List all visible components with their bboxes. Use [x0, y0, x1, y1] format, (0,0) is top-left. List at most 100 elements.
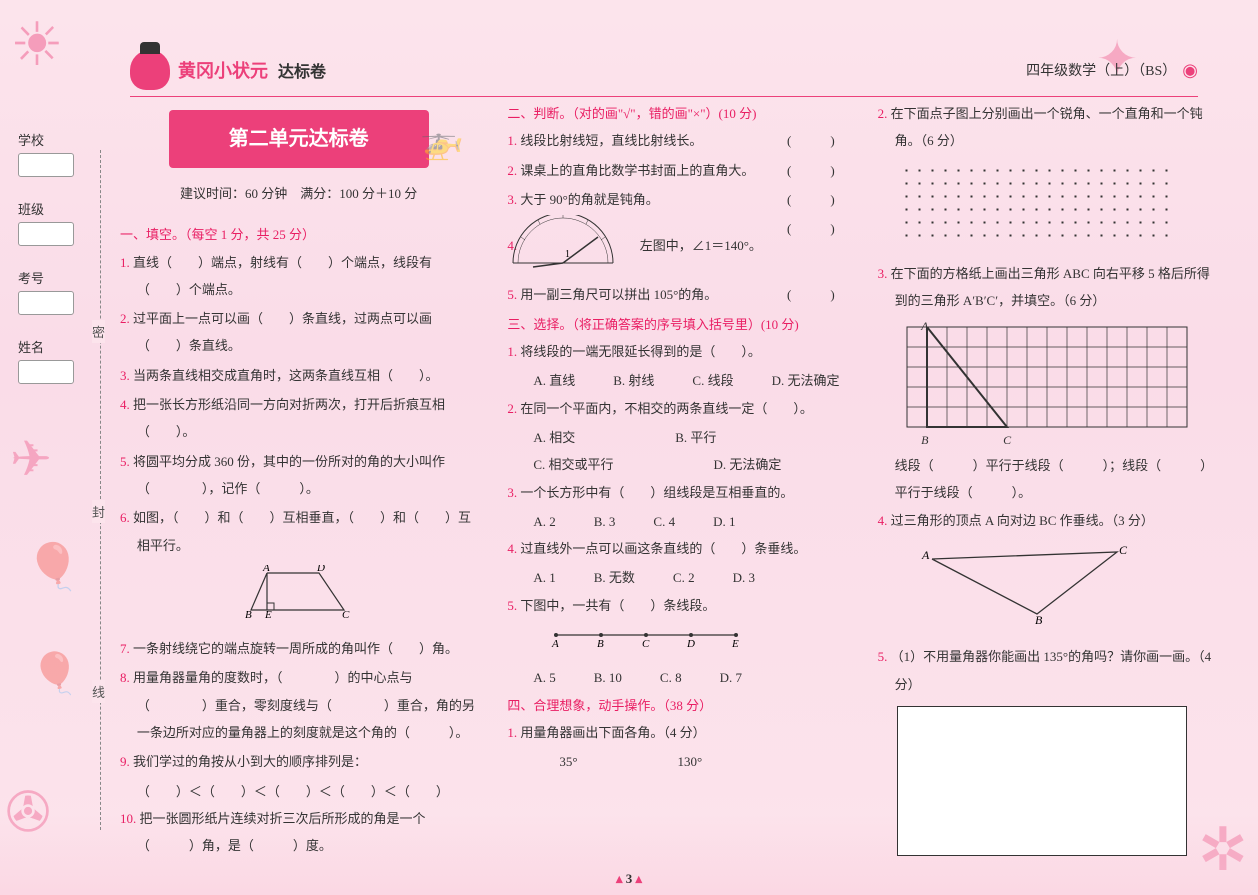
- q-text: 把一张圆形纸片连续对折三次后所形成的角是一个（ ）角，是（ ）度。: [137, 811, 426, 853]
- q-text: 大于 90°的角就是钝角。: [520, 192, 658, 207]
- opt: A. 直线: [533, 367, 575, 394]
- q2-1: 1. 线段比射线短，直线比射线长。( ): [507, 127, 847, 154]
- q4-4: 4. 过三角形的顶点 A 向对边 BC 作垂线。（3 分）: [878, 507, 1218, 534]
- q3-1-opts: A. 直线 B. 射线 C. 线段 D. 无法确定: [507, 367, 847, 394]
- svg-text:E: E: [264, 609, 272, 620]
- q-text: 左图中，∠1＝140°。: [640, 238, 762, 253]
- school-input[interactable]: [18, 153, 74, 177]
- school-label: 学校: [18, 130, 93, 149]
- q3-4: 4. 过直线外一点可以画这条直线的（ ）条垂线。: [507, 535, 847, 562]
- helicopter-icon: 🚁: [420, 105, 464, 179]
- q-text: 用量角器量角的度数时，（ ）的中心点与（ ）重合，零刻度线与（ ）重合，角的另一…: [133, 670, 475, 740]
- opt: B. 10: [594, 664, 622, 691]
- q-text: 用一副三角尺可以拼出 105°的角。: [520, 287, 717, 302]
- svg-text:B: B: [597, 638, 604, 649]
- column-2: 二、判断。（对的画"√"，错的画"×"）(10 分) 1. 线段比射线短，直线比…: [507, 100, 847, 875]
- unit-title: 第二单元达标卷 🚁: [169, 110, 429, 168]
- svg-text:B: B: [245, 609, 252, 620]
- opt: D. 7: [720, 664, 742, 691]
- q-text: 下图中，一共有（ ）条线段。: [520, 598, 715, 613]
- q-text: 一个长方形中有（ ）组线段是互相垂直的。: [520, 485, 793, 500]
- mascot-icon: [130, 50, 170, 90]
- page-num-text: 3: [626, 871, 633, 886]
- opt: D. 3: [733, 564, 755, 591]
- svg-text:C: C: [642, 638, 650, 649]
- opt: B. 3: [594, 508, 616, 535]
- page-number: ▴ 3 ▴: [616, 871, 642, 887]
- q1-10: 10. 把一张圆形纸片连续对折三次后所形成的角是一个（ ）角，是（ ）度。: [120, 805, 477, 860]
- q4-2: 2. 在下面点子图上分别画出一个锐角、一个直角和一个钝角。（6 分）: [878, 100, 1218, 155]
- q2-4: 4. 1 左图中，∠1＝140°。( ): [507, 215, 847, 279]
- angle-b: 130°: [678, 748, 703, 775]
- q-text: 我们学过的角按从小到大的顺序排列是：: [133, 754, 367, 769]
- q-text: 一条射线绕它的端点旋转一周所成的角叫作（ ）角。: [133, 641, 458, 656]
- opt: D. 无法确定: [772, 367, 840, 394]
- q-text: 将圆平均分成 360 份，其中的一份所对的角的大小叫作（ ），记作（ ）。: [133, 454, 445, 496]
- name-input[interactable]: [18, 360, 74, 384]
- lbl-B: B: [921, 428, 928, 453]
- plane-icon: ✈: [10, 430, 52, 488]
- q3-1: 1. 将线段的一端无限延长得到的是（ ）。: [507, 338, 847, 365]
- grade-label: 四年级数学（上）（BS）: [1026, 60, 1176, 80]
- q-text: （1）不用量角器你能画出 135°的角吗？请你画一画。（4 分）: [891, 649, 1211, 691]
- q1-9b: （ ）＜（ ）＜（ ）＜（ ）＜（ ）: [120, 778, 477, 805]
- q3-5: 5. 下图中，一共有（ ）条线段。: [507, 592, 847, 619]
- svg-text:A: A: [262, 565, 270, 574]
- q3-5-opts: A. 5 B. 10 C. 8 D. 7: [507, 664, 847, 691]
- opt: D. 1: [713, 508, 735, 535]
- q-text: 当两条直线相交成直角时，这两条直线互相（ ）。: [133, 368, 439, 383]
- q1-4: 4. 把一张长方形纸沿同一方向对折两次，打开后折痕互相（ ）。: [120, 391, 477, 446]
- section-3-head: 三、选择。（将正确答案的序号填入括号里）(10 分): [507, 311, 847, 338]
- q1-8: 8. 用量角器量角的度数时，（ ）的中心点与（ ）重合，零刻度线与（ ）重合，角…: [120, 664, 477, 746]
- q-text: 在下面的方格纸上画出三角形 ABC 向右平移 5 格后所得到的三角形 A′B′C…: [891, 266, 1210, 308]
- name-label: 姓名: [18, 337, 93, 356]
- opt: C. 相交或平行: [533, 451, 613, 478]
- angle-a: 35°: [559, 748, 577, 775]
- column-1: 第二单元达标卷 🚁 建议时间：60 分钟 满分：100 分＋10 分 一、填空。…: [120, 100, 477, 875]
- q3-4-opts: A. 1 B. 无数 C. 2 D. 3: [507, 564, 847, 591]
- q1-7: 7. 一条射线绕它的端点旋转一周所成的角叫作（ ）角。: [120, 635, 477, 662]
- answer-box[interactable]: [897, 706, 1187, 856]
- svg-text:E: E: [731, 638, 739, 649]
- column-3: 2. 在下面点子图上分别画出一个锐角、一个直角和一个钝角。（6 分） 3. 在下…: [878, 100, 1218, 875]
- section-1-head: 一、填空。（每空 1 分，共 25 分）: [120, 221, 477, 248]
- q-text: 课桌上的直角比数学书封面上的直角大。: [520, 163, 754, 178]
- q-text: 把一张长方形纸沿同一方向对折两次，打开后折痕互相（ ）。: [133, 397, 445, 439]
- school-field: 学校: [18, 130, 93, 177]
- sun-icon: ☀: [10, 10, 64, 80]
- lbl-C: C: [1003, 428, 1011, 453]
- content-area: 第二单元达标卷 🚁 建议时间：60 分钟 满分：100 分＋10 分 一、填空。…: [120, 100, 1218, 875]
- q1-2: 2. 过平面上一点可以画（ ）条直线，过两点可以画（ ）条直线。: [120, 305, 477, 360]
- q-text: 将线段的一端无限延长得到的是（ ）。: [520, 344, 761, 359]
- svg-text:C: C: [342, 609, 350, 620]
- class-input[interactable]: [18, 222, 74, 246]
- q-text: 过直线外一点可以画这条直线的（ ）条垂线。: [520, 541, 806, 556]
- protractor-figure: 1: [520, 215, 623, 279]
- q3-2-opts: A. 相交 B. 平行: [507, 424, 847, 451]
- opt: C. 8: [660, 664, 682, 691]
- q-text: 过三角形的顶点 A 向对边 BC 作垂线。（3 分）: [891, 513, 1154, 528]
- opt: D. 无法确定: [714, 451, 782, 478]
- q4-1-angles: 35° 130°: [507, 748, 847, 775]
- trapezoid-svg: A D B E C: [239, 565, 359, 620]
- q3-3: 3. 一个长方形中有（ ）组线段是互相垂直的。: [507, 479, 847, 506]
- class-field: 班级: [18, 199, 93, 246]
- svg-text:D: D: [686, 638, 695, 649]
- dot-grid[interactable]: [897, 161, 1177, 246]
- svg-text:A: A: [551, 638, 559, 649]
- balloon-icon: 🎈: [25, 540, 81, 593]
- q3-2: 2. 在同一个平面内，不相交的两条直线一定（ ）。: [507, 395, 847, 422]
- svg-text:C: C: [1119, 544, 1128, 557]
- q1-9: 9. 我们学过的角按从小到大的顺序排列是：: [120, 748, 477, 775]
- opt: A. 相交: [533, 424, 575, 451]
- examno-input[interactable]: [18, 291, 74, 315]
- opt: C. 4: [653, 508, 675, 535]
- opt: B. 平行: [675, 424, 716, 451]
- q-text: 在下面点子图上分别画出一个锐角、一个直角和一个钝角。（6 分）: [891, 106, 1203, 148]
- opt: B. 射线: [613, 367, 654, 394]
- section-2-head: 二、判断。（对的画"√"，错的画"×"）(10 分): [507, 100, 847, 127]
- triangle-figure[interactable]: A C B: [917, 544, 1218, 633]
- trapezoid-figure: A D B E C: [239, 565, 359, 629]
- balloon-icon: 🎈: [30, 650, 80, 697]
- grid-triangle-figure[interactable]: A B C: [897, 322, 1197, 442]
